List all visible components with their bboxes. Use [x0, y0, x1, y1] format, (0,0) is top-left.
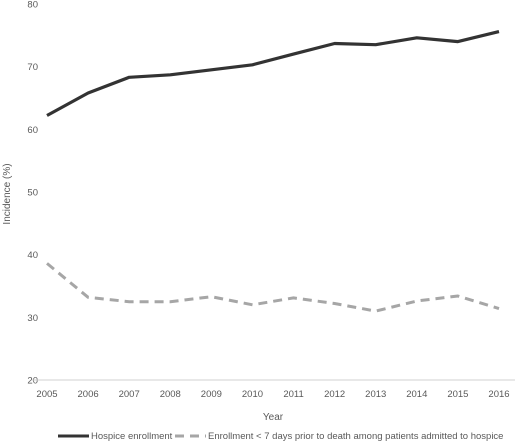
- series-line: [46, 262, 500, 313]
- legend-label: Enrollment < 7 days prior to death among…: [208, 431, 503, 442]
- data-point: [375, 310, 377, 312]
- data-point: [292, 53, 294, 55]
- x-tick-label: 2013: [365, 389, 386, 400]
- y-tick-label: 80: [27, 0, 38, 11]
- data-point: [375, 44, 377, 46]
- x-tick-label: 2006: [78, 389, 99, 400]
- data-point: [457, 295, 459, 297]
- legend-item: Enrollment < 7 days prior to death among…: [175, 431, 503, 442]
- y-axis-ticks: 20 30 40 50 60 70 80: [27, 0, 38, 387]
- data-point: [292, 297, 294, 299]
- x-tick-label: 2016: [488, 389, 509, 400]
- data-point: [333, 42, 335, 44]
- y-tick-label: 60: [27, 125, 38, 136]
- legend-item: Hospice enrollment: [58, 431, 173, 442]
- y-tick-label: 70: [27, 62, 38, 73]
- data-point: [251, 64, 253, 66]
- data-point: [416, 37, 418, 39]
- legend: Hospice enrollment Enrollment < 7 days pr…: [58, 431, 503, 442]
- data-point: [46, 114, 48, 116]
- data-point: [457, 40, 459, 42]
- y-tick-label: 30: [27, 313, 38, 324]
- x-tick-label: 2007: [119, 389, 140, 400]
- series-layer: [46, 30, 500, 313]
- data-point: [498, 307, 500, 309]
- x-tick-label: 2008: [160, 389, 181, 400]
- data-point: [169, 74, 171, 76]
- x-tick-label: 2010: [242, 389, 263, 400]
- data-point: [87, 92, 89, 94]
- data-point: [46, 262, 48, 264]
- data-point: [128, 76, 130, 78]
- data-point: [87, 296, 89, 298]
- y-tick-label: 50: [27, 188, 38, 199]
- x-tick-label: 2009: [201, 389, 222, 400]
- x-axis-ticks: 2005 2006 2007 2008 2009 2010 2011 2012 2013 2014…: [36, 389, 509, 400]
- data-point: [498, 30, 500, 32]
- data-point: [210, 69, 212, 71]
- data-point: [210, 295, 212, 297]
- y-tick-label: 40: [27, 250, 38, 261]
- x-tick-label: 2005: [36, 389, 57, 400]
- data-point: [416, 300, 418, 302]
- legend-label: Hospice enrollment: [91, 431, 173, 442]
- x-tick-label: 2012: [324, 389, 345, 400]
- data-point: [169, 300, 171, 302]
- data-point: [251, 304, 253, 306]
- y-axis-title: Incidence (%): [2, 163, 13, 224]
- x-tick-label: 2015: [447, 389, 468, 400]
- data-point: [128, 300, 130, 302]
- series-line: [46, 30, 500, 117]
- data-point: [333, 302, 335, 304]
- series-2: [46, 262, 500, 313]
- x-axis-title: Year: [263, 412, 284, 423]
- x-tick-label: 2011: [283, 389, 303, 400]
- series-1: [46, 30, 500, 117]
- y-tick-label: 20: [27, 376, 38, 387]
- x-tick-label: 2014: [406, 389, 427, 400]
